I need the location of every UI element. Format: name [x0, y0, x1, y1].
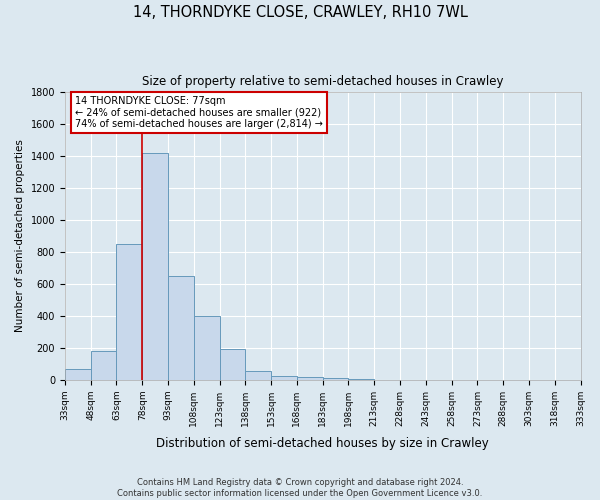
Text: 14, THORNDYKE CLOSE, CRAWLEY, RH10 7WL: 14, THORNDYKE CLOSE, CRAWLEY, RH10 7WL — [133, 5, 467, 20]
Title: Size of property relative to semi-detached houses in Crawley: Size of property relative to semi-detach… — [142, 75, 503, 88]
Bar — [220, 350, 245, 380]
Bar — [91, 351, 116, 380]
Bar — [142, 152, 168, 380]
Bar — [194, 316, 220, 380]
Bar — [297, 378, 323, 380]
Text: 14 THORNDYKE CLOSE: 77sqm
← 24% of semi-detached houses are smaller (922)
74% of: 14 THORNDYKE CLOSE: 77sqm ← 24% of semi-… — [75, 96, 323, 130]
Text: Contains HM Land Registry data © Crown copyright and database right 2024.
Contai: Contains HM Land Registry data © Crown c… — [118, 478, 482, 498]
Bar — [349, 378, 374, 380]
Bar — [245, 371, 271, 380]
Bar — [168, 276, 194, 380]
Bar — [116, 244, 142, 380]
X-axis label: Distribution of semi-detached houses by size in Crawley: Distribution of semi-detached houses by … — [157, 437, 489, 450]
Bar — [323, 378, 349, 380]
Y-axis label: Number of semi-detached properties: Number of semi-detached properties — [15, 140, 25, 332]
Bar — [65, 368, 91, 380]
Bar — [271, 376, 297, 380]
